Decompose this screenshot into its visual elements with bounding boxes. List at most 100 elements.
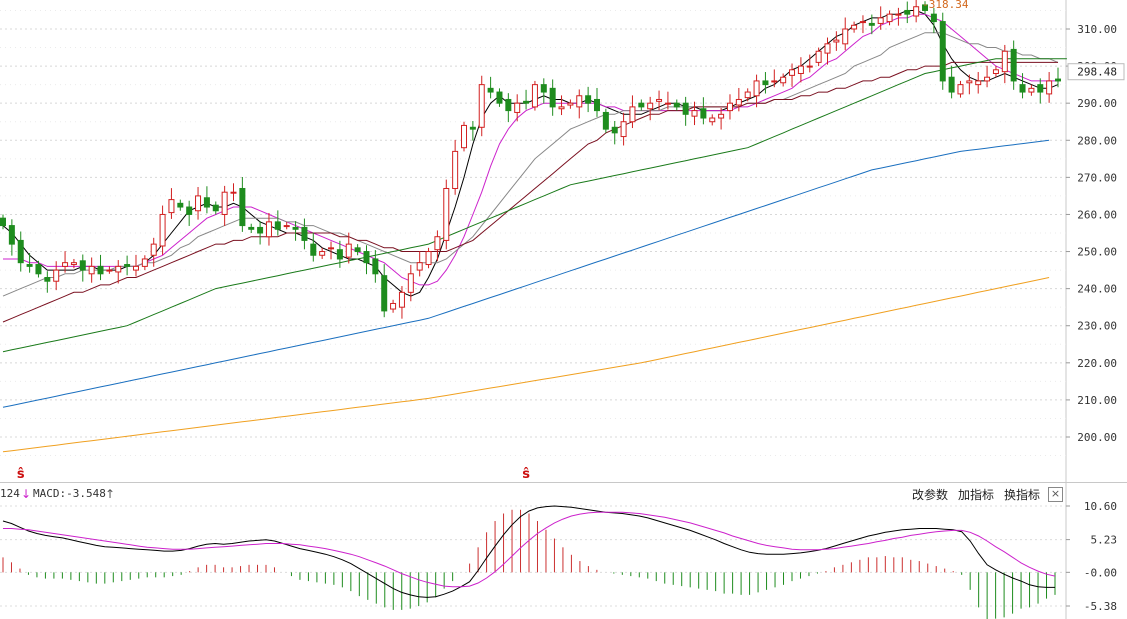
candle-body [833, 39, 840, 43]
candle-body [930, 13, 937, 23]
price-tick-label: 230.00 [1077, 320, 1117, 333]
current-price-label: 298.48 [1077, 66, 1117, 79]
candle-body [487, 87, 494, 93]
candle-body [239, 187, 246, 227]
price-tick-label: 240.00 [1077, 283, 1117, 296]
candle-body [984, 76, 991, 82]
candle-body [203, 197, 210, 208]
candle-body [221, 191, 228, 215]
candle-body [824, 43, 831, 54]
candle-body [1055, 78, 1061, 82]
candle-body [576, 95, 583, 108]
candle-body [780, 76, 787, 84]
candle-body [79, 260, 86, 271]
candle-body [132, 265, 139, 271]
price-tick-label: 270.00 [1077, 171, 1117, 184]
s-marker: ŝ [17, 467, 25, 482]
candle-body [478, 84, 485, 128]
candle-body [195, 195, 202, 212]
high-price-label: -318.34 [922, 0, 969, 11]
candle-body [496, 91, 503, 104]
candle-body [859, 21, 866, 24]
price-tick-label: 250.00 [1077, 246, 1117, 259]
candle-body [726, 102, 733, 112]
candle-body [673, 102, 680, 108]
candle-body [310, 243, 317, 256]
candle-body [620, 121, 627, 138]
candle-body [177, 202, 184, 208]
ma-line-1 [2, 10, 1059, 297]
candle-body [363, 251, 370, 264]
candle-body [115, 265, 122, 273]
candle-body [975, 80, 982, 86]
close-icon[interactable]: × [1048, 487, 1063, 502]
add-indicator-button[interactable]: 加指标 [958, 488, 995, 502]
price-tick-label: 280.00 [1077, 134, 1117, 147]
macd-tick-label: -0.00 [1084, 566, 1117, 579]
candle-body [656, 98, 663, 102]
price-axis: 310.00300.00290.00280.00270.00260.00250.… [17, 0, 1125, 482]
candle-body [629, 106, 636, 123]
candle-body [141, 258, 148, 267]
candle-body [425, 251, 432, 266]
macd-dif-line [2, 505, 1055, 598]
candle-body [957, 84, 964, 95]
candle-body [257, 226, 264, 234]
candle-body [186, 206, 193, 215]
candle-body [913, 6, 920, 17]
candle-body [540, 84, 547, 93]
candle-body [691, 110, 698, 117]
candle-body [62, 262, 69, 267]
candle-body [407, 273, 414, 293]
candle-body [265, 221, 272, 238]
candle-body [345, 243, 352, 258]
switch-indicator-button[interactable]: 换指标 [1004, 488, 1041, 502]
modify-params-button[interactable]: 改参数 [912, 488, 949, 502]
candle-body [26, 264, 33, 267]
candle-body [416, 262, 423, 271]
candle-body [283, 225, 290, 228]
price-tick-label: 290.00 [1077, 97, 1117, 110]
candle-body [97, 265, 104, 275]
candle-body [523, 100, 530, 104]
price-tick-label: 210.00 [1077, 394, 1117, 407]
candle-body [771, 80, 778, 83]
candle-body [1046, 80, 1053, 95]
ma-line-4 [2, 61, 1058, 323]
candle-body [531, 84, 538, 108]
candle-body [372, 258, 379, 275]
s-marker: ŝ [522, 467, 530, 482]
price-tick-label: 260.00 [1077, 208, 1117, 221]
candle-body [461, 124, 468, 149]
candle-body [682, 102, 689, 115]
candle-body [1037, 84, 1044, 93]
candle-body [443, 187, 450, 241]
price-tick-label: 310.00 [1077, 23, 1117, 36]
candle-body [452, 150, 459, 189]
arrow-up-icon: ↑ [105, 487, 115, 501]
candle-body [319, 251, 326, 256]
macd-value-label: MACD:-3.548 [33, 487, 106, 500]
candle-body [549, 87, 556, 108]
candle-body [753, 80, 760, 97]
candle-body [851, 24, 858, 30]
candle-body [815, 50, 822, 63]
candle-body [168, 199, 175, 214]
ma-line-7 [2, 277, 1050, 453]
candle-body [868, 22, 875, 26]
candle-body [212, 204, 219, 212]
candle-body [124, 264, 131, 267]
candle-body [638, 102, 645, 108]
candle-body [35, 264, 42, 275]
candle-body [700, 108, 707, 119]
candle-body [301, 226, 308, 241]
candle-body [558, 106, 565, 110]
candle-body [434, 236, 441, 251]
candle-body [1019, 84, 1026, 93]
candle-body [895, 13, 902, 16]
macd-panel [0, 505, 1066, 619]
candle-body [8, 225, 15, 245]
candle-body [88, 265, 95, 275]
candle-body [922, 4, 929, 11]
